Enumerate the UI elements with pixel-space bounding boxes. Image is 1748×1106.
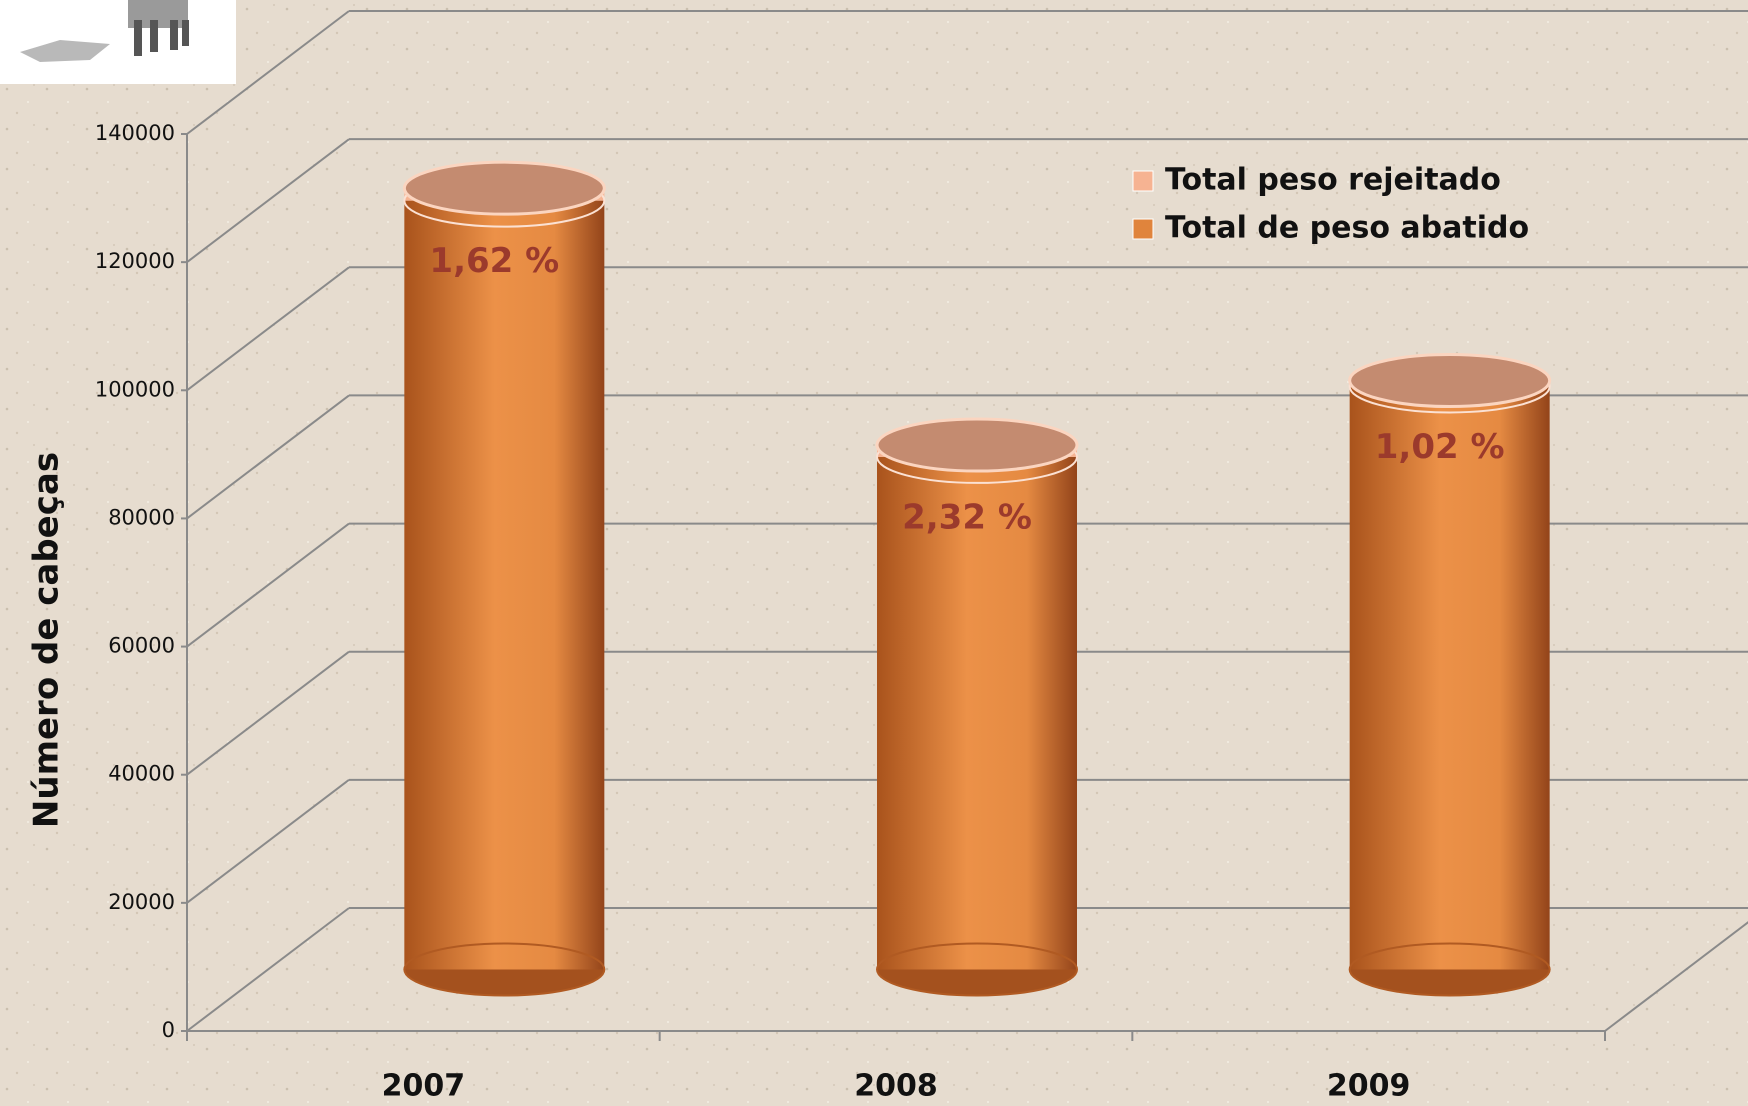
logo: [0, 0, 236, 84]
bar-segment: [877, 456, 1077, 970]
x-tick-label: 2007: [382, 1069, 466, 1104]
cylinder-top: [402, 160, 606, 216]
y-tick-label: 140000: [95, 121, 175, 145]
percent-label: 1,02 %: [1375, 427, 1505, 467]
y-tick-label: 20000: [108, 890, 175, 914]
floor-edge: [1604, 921, 1748, 1032]
y-tick-label: 60000: [108, 634, 175, 658]
grid-line: [186, 907, 350, 1032]
x-tick-label: 2009: [1327, 1069, 1411, 1104]
bar-segment: [1349, 386, 1550, 970]
y-tick-label: 40000: [108, 762, 175, 786]
grid-line: [186, 650, 350, 776]
x-tick-label: 2008: [854, 1069, 938, 1104]
grid-line: [186, 138, 350, 263]
y-tick-label: 120000: [95, 249, 175, 273]
grid-line: [186, 779, 350, 904]
segment-edge: [876, 942, 1078, 997]
y-axis-label: Número de cabeças: [27, 452, 67, 828]
legend-swatch: [1132, 170, 1154, 192]
legend-swatch: [1132, 218, 1154, 240]
y-tick-label: 0: [162, 1018, 175, 1042]
grid-line: [186, 266, 350, 392]
legend-label: Total peso rejeitado: [1165, 163, 1501, 198]
cylinder-top: [1348, 353, 1552, 409]
grid-line: [186, 10, 350, 135]
segment-edge: [1348, 942, 1551, 997]
grid-line: [186, 522, 350, 648]
cylinder-top: [875, 417, 1079, 473]
percent-label: 1,62 %: [429, 241, 559, 281]
legend-label: Total de peso abatido: [1165, 211, 1529, 246]
y-tick-label: 100000: [95, 377, 175, 401]
bar-segment: [404, 200, 605, 970]
grid-line: [186, 394, 350, 520]
percent-label: 2,32 %: [902, 497, 1032, 537]
y-tick-label: 80000: [108, 505, 175, 529]
segment-edge: [403, 942, 606, 997]
